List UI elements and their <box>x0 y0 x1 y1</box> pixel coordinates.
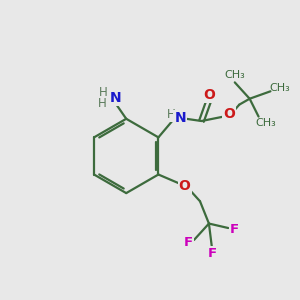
Text: H: H <box>167 108 176 121</box>
Text: F: F <box>184 236 193 249</box>
Text: CH₃: CH₃ <box>269 83 290 93</box>
Text: F: F <box>230 223 239 236</box>
Text: F: F <box>207 248 217 260</box>
Text: CH₃: CH₃ <box>224 70 245 80</box>
Text: O: O <box>178 179 190 194</box>
Text: CH₃: CH₃ <box>256 118 276 128</box>
Text: H: H <box>98 98 107 110</box>
Text: N: N <box>110 91 121 105</box>
Text: O: O <box>223 106 235 121</box>
Text: N: N <box>174 111 186 125</box>
Text: H: H <box>99 85 108 98</box>
Text: O: O <box>203 88 215 102</box>
